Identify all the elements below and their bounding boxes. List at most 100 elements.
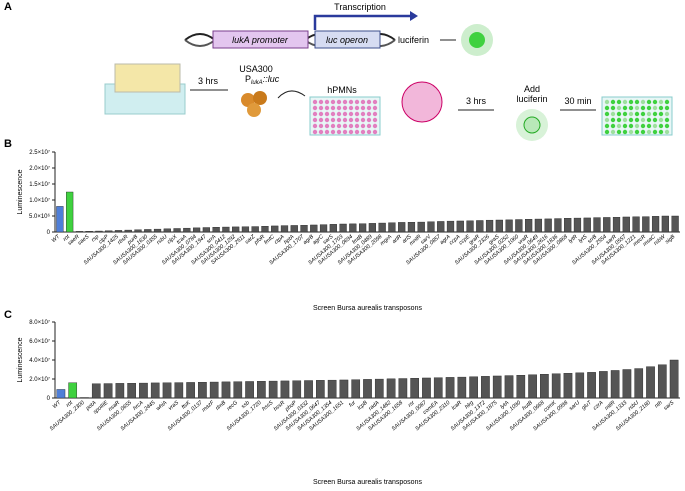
x-tick-label: sarU xyxy=(568,400,581,412)
y-tick-label: 0 xyxy=(47,230,51,236)
bar xyxy=(290,225,298,233)
bar xyxy=(622,216,630,233)
x-tick-label: sarS xyxy=(663,400,676,412)
well xyxy=(640,123,646,129)
bar xyxy=(505,219,513,233)
y-tick-label: 2.5×10⁷ xyxy=(29,149,50,156)
well xyxy=(372,117,378,123)
well xyxy=(628,105,634,111)
well xyxy=(652,105,658,111)
y-axis-title: Luminescence xyxy=(17,337,24,382)
zoom xyxy=(401,81,443,123)
arrow xyxy=(313,14,410,30)
well xyxy=(658,123,664,129)
bar xyxy=(232,226,240,233)
x-tick-label: nth xyxy=(654,400,664,410)
bar xyxy=(469,376,478,399)
bar xyxy=(183,227,191,233)
bar xyxy=(457,376,467,399)
x-tick-label: srrB xyxy=(587,234,599,245)
well xyxy=(634,105,640,111)
bar xyxy=(198,382,207,399)
well xyxy=(360,123,366,129)
x-tick-label: clpX xyxy=(166,234,178,246)
bar xyxy=(358,223,367,233)
x-tick-label: arlR xyxy=(391,234,403,245)
bar xyxy=(192,227,201,233)
bar xyxy=(173,228,181,233)
well xyxy=(664,105,670,111)
bar xyxy=(163,228,171,233)
x-tick-label: ctpA xyxy=(273,234,286,246)
y-tick-label: 1.0×10⁷ xyxy=(29,197,50,204)
well xyxy=(366,117,372,123)
step-label: 30 min xyxy=(564,96,591,106)
well xyxy=(616,99,622,105)
bar xyxy=(407,222,416,233)
well xyxy=(360,99,366,105)
bar xyxy=(485,219,494,233)
well xyxy=(330,111,336,117)
bar xyxy=(388,222,396,233)
bar xyxy=(632,216,640,233)
bacteria xyxy=(247,103,261,117)
add-label: Add xyxy=(524,84,540,94)
well xyxy=(372,99,378,105)
y-axis-title: Luminescence xyxy=(17,169,24,214)
bar xyxy=(575,372,585,399)
bar xyxy=(368,223,377,233)
well xyxy=(318,117,324,123)
x-tick-label: whiA xyxy=(155,400,168,412)
well xyxy=(312,123,318,129)
well xyxy=(634,111,640,117)
reporter-sub: lukA xyxy=(251,80,263,86)
x-tick-label: rlmB xyxy=(215,400,228,412)
well xyxy=(610,129,616,135)
well xyxy=(616,123,622,129)
well xyxy=(360,117,366,123)
step-label: 3 hrs xyxy=(198,76,219,86)
glow xyxy=(469,32,485,48)
glow xyxy=(523,116,541,134)
bar xyxy=(268,380,278,399)
well xyxy=(342,123,348,129)
bar xyxy=(583,217,591,233)
bar xyxy=(95,230,103,233)
bar xyxy=(139,382,148,399)
bar xyxy=(504,375,514,399)
well xyxy=(312,129,318,135)
bar xyxy=(68,382,78,399)
well xyxy=(336,117,342,123)
bar xyxy=(127,383,136,399)
x-tick-label: lytS xyxy=(578,234,589,245)
transcription-label: Transcription xyxy=(334,2,386,12)
bar xyxy=(646,366,655,399)
x-tick-label: vraS xyxy=(168,400,181,412)
add-label: luciferin xyxy=(516,94,547,104)
bar xyxy=(540,374,549,399)
well xyxy=(658,117,664,123)
bar xyxy=(339,223,347,233)
bar xyxy=(339,379,349,399)
well xyxy=(336,123,342,129)
well xyxy=(318,111,324,117)
well xyxy=(336,99,342,105)
bar xyxy=(603,217,611,233)
bar xyxy=(612,217,621,233)
well xyxy=(312,105,318,111)
luciferin-label: luciferin xyxy=(398,35,429,45)
x-tick-label: rsr xyxy=(407,399,417,408)
well xyxy=(664,117,670,123)
well xyxy=(640,111,646,117)
bar xyxy=(651,216,660,233)
well xyxy=(652,111,658,117)
x-tick-label: mtlR xyxy=(604,400,617,412)
well xyxy=(604,99,610,105)
well xyxy=(646,117,652,123)
bar xyxy=(378,222,386,233)
x-tick-label: ssb xyxy=(240,400,250,410)
well xyxy=(318,99,324,105)
well xyxy=(324,117,330,123)
well xyxy=(354,99,360,105)
